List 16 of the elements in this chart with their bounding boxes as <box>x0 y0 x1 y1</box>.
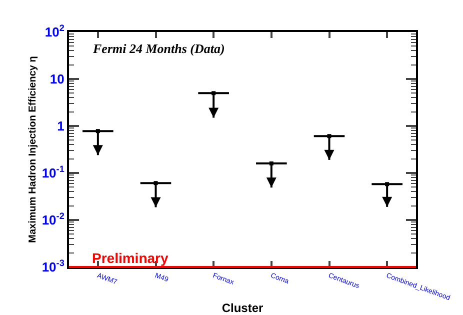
point <box>385 182 390 186</box>
y-tick-label: 10$^{-3}$ <box>42 258 64 275</box>
y-tick-label: 1 <box>57 118 64 134</box>
annotation: Fermi 24 Months (Data) <box>92 41 225 56</box>
point <box>154 181 158 186</box>
y-axis-title: Maximum Hadron Injection Efficiency η <box>27 56 38 243</box>
y-tick-label: 10$^{-2}$ <box>42 211 64 228</box>
point <box>327 134 332 138</box>
x-axis-title: Cluster <box>222 301 264 315</box>
point <box>269 161 274 166</box>
y-tick-label: 10$^{2}$ <box>44 23 64 40</box>
point <box>212 91 216 96</box>
y-tick-label: 10 <box>50 72 64 87</box>
point <box>96 129 100 134</box>
annotation: Preliminary <box>92 250 168 266</box>
y-tick-label: 10$^{-1}$ <box>42 164 64 181</box>
